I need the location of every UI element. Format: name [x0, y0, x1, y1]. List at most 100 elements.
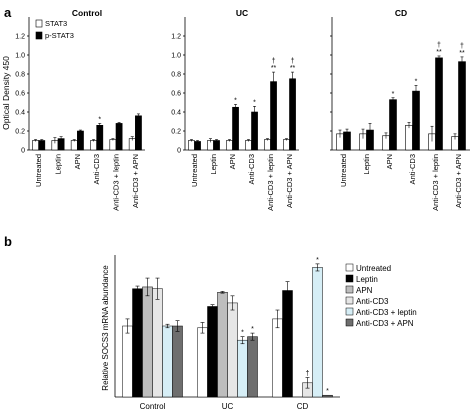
y-tick-label: 0.6: [171, 91, 181, 98]
significance-mark: *: [415, 78, 418, 85]
y-tick-label: 0: [21, 148, 25, 155]
bar-stat3: [405, 125, 413, 151]
bar-stat3: [245, 140, 252, 151]
legend-swatch: [35, 19, 43, 28]
bar-stat3: [70, 140, 78, 151]
category-label: Anti-CD3 + leptin: [431, 154, 440, 211]
category-label: Control: [140, 402, 166, 411]
category-label: APN: [73, 154, 82, 169]
bar-untreated: [197, 327, 208, 398]
y-tick-label: 1.0: [15, 53, 25, 60]
category-label: APN: [228, 154, 237, 169]
significance-mark: *: [251, 326, 254, 333]
bar-stat3: [226, 140, 233, 151]
bar-anti-cd3: [152, 288, 163, 398]
legend-swatch: [345, 307, 354, 316]
significance-mark: †: [306, 370, 310, 377]
bar-untreated: [122, 325, 133, 398]
chart-title: CD: [395, 8, 407, 18]
y-tick-label: 1.2: [171, 34, 181, 41]
significance-mark: *: [241, 330, 244, 337]
category-label: Anti-CD3 + leptin: [112, 154, 121, 211]
chart-title: UC: [236, 8, 248, 18]
legend-swatch: [35, 31, 43, 40]
bar-p-stat3: [435, 57, 443, 151]
y-tick-label: 0.2: [15, 129, 25, 136]
legend-swatch: [345, 318, 354, 327]
category-label: Leptin: [54, 154, 63, 174]
bar-anti-cd3-apn: [247, 336, 258, 398]
y-tick-label: 0.4: [15, 110, 25, 117]
significance-mark: †: [291, 58, 295, 65]
bar-untreated: [272, 318, 283, 398]
legend-swatch: [345, 263, 354, 272]
panel-a-ylabel: Optical Density 450: [1, 56, 11, 130]
significance-mark: *: [253, 99, 256, 106]
legend-label: STAT3: [45, 19, 67, 28]
bar-p-stat3: [389, 99, 397, 151]
bar-p-stat3: [77, 130, 84, 151]
category-label: Untreated: [190, 154, 199, 187]
category-label: Anti-CD3 + leptin: [266, 154, 275, 211]
bar-p-stat3: [38, 140, 46, 151]
y-tick-label: 0.8: [15, 72, 25, 79]
y-tick-label: 1.0: [171, 53, 181, 60]
bar-anti-cd3-apn: [322, 394, 333, 398]
y-tick-label: 0.2: [171, 129, 181, 136]
y-tick-label: 1.2: [15, 34, 25, 41]
category-label: Leptin: [209, 154, 218, 174]
category-label: Anti-CD3: [408, 154, 417, 184]
chart-title: Control: [72, 8, 102, 18]
bar-leptin: [282, 290, 293, 398]
legend-swatch: [345, 274, 354, 283]
category-label: Anti-CD3: [247, 154, 256, 184]
panel-b-label: b: [4, 234, 12, 249]
category-label: APN: [385, 154, 394, 169]
category-label: UC: [222, 402, 234, 411]
significance-mark: *: [316, 257, 319, 264]
significance-mark: **: [271, 65, 277, 72]
legend-label: APN: [356, 286, 373, 295]
significance-mark: †: [272, 58, 276, 65]
legend-label: p-STAT3: [45, 31, 74, 40]
legend-label: Leptin: [356, 275, 378, 284]
bar-leptin: [207, 306, 218, 398]
significance-mark: *: [98, 116, 101, 123]
bar-p-stat3: [194, 141, 201, 151]
category-label: Anti-CD3 + APN: [131, 154, 140, 208]
category-label: CD: [297, 402, 309, 411]
y-tick-label: 0.8: [171, 72, 181, 79]
bar-p-stat3: [412, 90, 420, 151]
category-label: Untreated: [34, 154, 43, 187]
legend-label: Anti-CD3 + APN: [356, 319, 414, 328]
category-label: Anti-CD3 + APN: [454, 154, 463, 208]
legend-label: Anti-CD3 + leptin: [356, 308, 417, 317]
y-tick-label: 0: [177, 148, 181, 155]
bar-anti-cd3: [227, 302, 238, 398]
legend-swatch: [345, 285, 354, 294]
y-tick-label: 0.4: [171, 110, 181, 117]
bar-stat3: [283, 139, 290, 151]
bar-anti-cd3-leptin: [162, 325, 173, 398]
bar-p-stat3: [213, 140, 220, 151]
bar-p-stat3: [232, 106, 239, 151]
significance-mark: †: [437, 42, 441, 49]
socs3-chart: Control * * UC † * * CD Untreated Leptin APN Anti-C…: [114, 255, 417, 411]
bar-p-stat3: [458, 61, 466, 151]
bar-p-stat3: [96, 125, 104, 151]
bar-apn: [217, 292, 228, 398]
bar-stat3: [264, 139, 271, 151]
control-chart: Control 0 0.2 0.4 0.6 0.8 1.0 1.2 Untreated Lepti…: [15, 8, 145, 211]
category-label: Untreated: [339, 154, 348, 187]
bar-p-stat3: [270, 81, 277, 151]
bar-p-stat3: [289, 78, 296, 151]
significance-mark: **: [436, 49, 442, 56]
bar-anti-cd3-leptin: [312, 267, 323, 398]
bar-leptin: [132, 288, 143, 398]
bar-anti-cd3-apn: [172, 325, 183, 398]
uc-chart: UC 0 0.2 0.4 0.6 0.8 1.0 1.2 Untreated Leptin * APN…: [171, 8, 299, 211]
significance-mark: **: [459, 50, 465, 57]
legend-swatch: [345, 296, 354, 305]
bar-stat3: [90, 140, 97, 151]
